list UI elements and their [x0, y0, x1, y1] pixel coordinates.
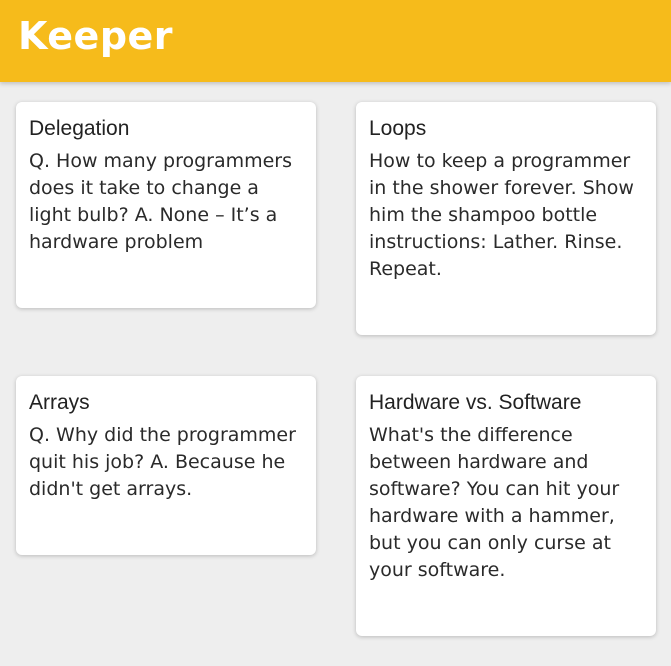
note-content: What's the difference between hardware a…: [369, 424, 620, 581]
note-title: Arrays: [29, 391, 90, 414]
note-content: Q. How many programmers does it take to …: [29, 150, 293, 253]
note-card[interactable]: Arrays Q. Why did the programmer quit hi…: [16, 376, 316, 555]
note-card[interactable]: Loops How to keep a programmer in the sh…: [356, 102, 656, 335]
note-title: Delegation: [29, 117, 130, 140]
note-content: Q. Why did the programmer quit his job? …: [29, 424, 296, 500]
app-header: Keeper: [0, 0, 671, 82]
note-content: How to keep a programmer in the shower f…: [369, 150, 634, 280]
note-title: Loops: [369, 117, 427, 140]
note-card[interactable]: Hardware vs. Software What's the differe…: [356, 376, 656, 636]
note-title: Hardware vs. Software: [369, 391, 582, 414]
note-card[interactable]: Delegation Q. How many programmers does …: [16, 102, 316, 308]
app-title: Keeper: [18, 14, 174, 58]
